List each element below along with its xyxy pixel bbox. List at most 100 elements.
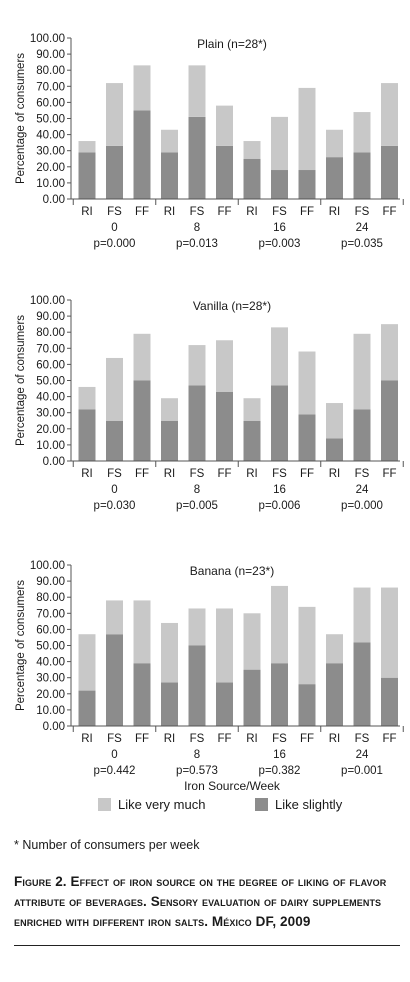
week-label: 0 [111, 749, 117, 761]
bar-like-very-much [381, 587, 398, 678]
x-category-label: FS [355, 468, 370, 480]
bar-like-very-much [161, 622, 178, 683]
bar-like-slightly [161, 420, 178, 461]
bar-like-slightly [133, 380, 151, 461]
y-tick-label: 60.00 [36, 359, 65, 371]
bar-like-slightly [106, 634, 123, 726]
x-category-label: RI [81, 733, 93, 745]
x-category-label: FF [135, 206, 149, 218]
bar-like-very-much [326, 129, 343, 158]
x-category-label: FF [382, 733, 396, 745]
bar-like-slightly [353, 152, 371, 199]
chart-banana: Banana (n=23*) Percentage of consumers 0.0… [15, 560, 404, 793]
x-category-label: FF [382, 468, 396, 480]
y-tick-label: 20.00 [36, 689, 65, 701]
bar-like-slightly [298, 414, 316, 461]
chart-title: Plain (n=28*) [197, 37, 267, 51]
x-category-label: FS [272, 468, 287, 480]
bar-like-slightly [216, 391, 233, 461]
legend: Like very much Like slightly [98, 797, 398, 817]
x-category-label: FF [217, 468, 231, 480]
bar-like-very-much [78, 141, 96, 153]
x-category-label: FS [272, 733, 287, 745]
bar-like-slightly [326, 438, 343, 461]
p-value-label: p=0.000 [94, 238, 136, 250]
bar-like-very-much [78, 634, 96, 691]
x-category-label: RI [246, 468, 258, 480]
legend-item-like-slightly: Like slightly [255, 797, 342, 812]
week-label: 0 [111, 484, 117, 496]
y-tick-label: 50.00 [36, 641, 65, 653]
bar-like-very-much [243, 613, 261, 670]
bar-like-very-much [106, 357, 123, 421]
bar-like-slightly [188, 116, 206, 199]
figure-caption: Figure 2. Effect of iron source on the d… [14, 874, 387, 929]
bar-like-very-much [133, 600, 151, 664]
y-tick-label: 0.00 [43, 194, 65, 206]
week-label: 0 [111, 222, 117, 234]
x-category-label: FF [135, 733, 149, 745]
bar-like-very-much [326, 634, 343, 664]
x-category-label: FF [300, 206, 314, 218]
bar-like-slightly [161, 682, 178, 726]
bar-like-slightly [243, 669, 261, 726]
y-tick-label: 30.00 [36, 146, 65, 158]
bar-like-slightly [326, 157, 343, 199]
x-axis-label: Iron Source/Week [184, 779, 281, 793]
p-value-label: p=0.006 [259, 500, 301, 512]
bar-like-very-much [243, 398, 261, 421]
x-category-label: FS [355, 206, 370, 218]
y-tick-label: 60.00 [36, 624, 65, 636]
footnote: * Number of consumers per week [14, 838, 200, 852]
bar-like-very-much [133, 333, 151, 381]
y-tick-label: 10.00 [36, 440, 65, 452]
bar-like-very-much [298, 87, 316, 171]
y-tick-label: 0.00 [43, 721, 65, 733]
bar-like-slightly [381, 380, 398, 461]
p-value-label: p=0.001 [341, 765, 383, 777]
bar-like-very-much [216, 340, 233, 392]
legend-swatch-like-very-much [98, 798, 111, 811]
y-tick-label: 20.00 [36, 424, 65, 436]
bar-like-slightly [78, 409, 96, 461]
bar-like-very-much [161, 129, 178, 153]
bar-like-very-much [271, 116, 288, 171]
bar-like-slightly [161, 152, 178, 199]
week-label: 16 [273, 749, 286, 761]
x-category-label: FF [382, 206, 396, 218]
bar-like-slightly [188, 385, 206, 461]
y-tick-label: 30.00 [36, 408, 65, 420]
bar-like-slightly [271, 663, 288, 726]
y-tick-label: 70.00 [36, 343, 65, 355]
x-category-label: FS [107, 733, 122, 745]
x-category-label: FF [300, 733, 314, 745]
x-category-label: FF [217, 733, 231, 745]
bar-like-slightly [188, 645, 206, 726]
bar-like-slightly [353, 642, 371, 726]
bar-like-slightly [106, 145, 123, 199]
bar-like-very-much [326, 403, 343, 439]
x-category-label: FF [217, 206, 231, 218]
y-tick-label: 90.00 [36, 576, 65, 588]
y-tick-label: 80.00 [36, 592, 65, 604]
y-tick-label: 50.00 [36, 114, 65, 126]
y-tick-label: 90.00 [36, 49, 65, 61]
bar-like-very-much [271, 585, 288, 664]
week-label: 8 [194, 749, 200, 761]
bar-like-slightly [243, 420, 261, 461]
y-tick-label: 10.00 [36, 178, 65, 190]
x-category-label: RI [81, 468, 93, 480]
x-category-label: FS [107, 468, 122, 480]
y-axis-label: Percentage of consumers [15, 580, 27, 711]
bar-like-slightly [78, 152, 96, 199]
p-value-label: p=0.000 [341, 500, 383, 512]
bar-like-slightly [353, 409, 371, 461]
bar-like-very-much [216, 105, 233, 146]
y-tick-label: 0.00 [43, 456, 65, 468]
bar-like-very-much [353, 112, 371, 153]
bar-like-very-much [243, 141, 261, 159]
bar-like-very-much [381, 83, 398, 146]
x-category-label: RI [164, 468, 176, 480]
bar-like-very-much [381, 324, 398, 381]
week-label: 16 [273, 222, 286, 234]
